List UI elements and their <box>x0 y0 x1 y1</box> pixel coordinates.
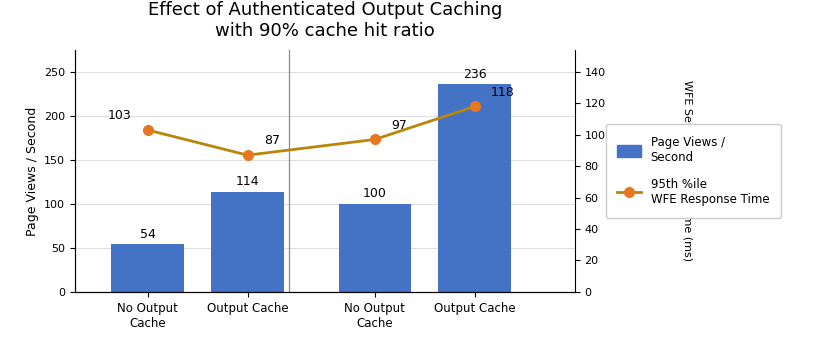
Legend: Page Views /
Second, 95th %ile
WFE Response Time: Page Views / Second, 95th %ile WFE Respo… <box>606 124 781 218</box>
Text: 87: 87 <box>264 134 280 147</box>
Text: 103: 103 <box>107 109 132 122</box>
Bar <box>338 204 412 292</box>
Bar <box>112 244 184 292</box>
Text: 114: 114 <box>236 175 259 188</box>
Bar <box>212 192 284 292</box>
Bar <box>438 84 511 292</box>
Text: 54: 54 <box>140 228 156 241</box>
Text: 100: 100 <box>363 187 387 200</box>
Text: 236: 236 <box>463 68 486 81</box>
Y-axis label: Page Views / Second: Page Views / Second <box>26 106 38 236</box>
Y-axis label: 95th Percentile
WFE Server Response Time (ms): 95th Percentile WFE Server Response Time… <box>682 80 704 261</box>
Title: Effect of Authenticated Output Caching
with 90% cache hit ratio: Effect of Authenticated Output Caching w… <box>147 1 502 40</box>
Text: 118: 118 <box>491 85 515 99</box>
Text: 97: 97 <box>392 119 407 132</box>
